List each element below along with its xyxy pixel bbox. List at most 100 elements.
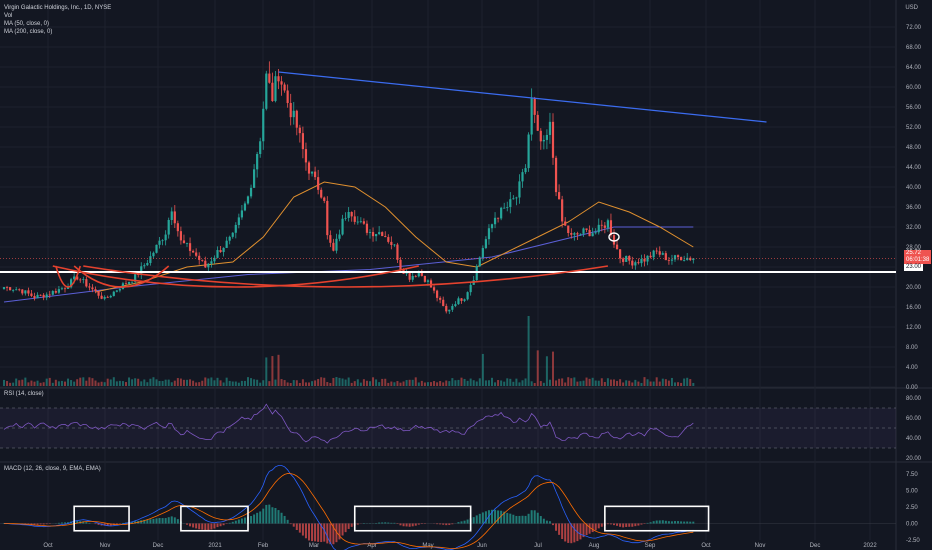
legend-ma200[interactable]: MA (200, close, 0) [4,29,53,35]
symbol-title[interactable]: Virgin Galactic Holdings, Inc., 1D, NYSE [4,5,112,11]
candle-body [332,242,335,251]
rsi-tick-label: 40.00 [906,436,922,442]
macd-histogram-bar [539,516,542,524]
macd-legend[interactable]: MACD (12, 26, close, 9, EMA, EMA) [4,466,101,472]
macd-histogram-bar [494,509,497,524]
price-tick-label: 72.00 [906,25,922,31]
last-price: 25.72 [906,250,922,256]
macd-histogram-bar [484,511,487,524]
macd-histogram-bar [195,523,198,529]
candle-body [51,291,54,295]
macd-histogram-bar [45,523,48,525]
volume-bar [445,380,448,386]
macd-histogram-bar [234,520,237,524]
macd-histogram-bar [561,523,564,540]
macd-histogram-bar [198,523,201,530]
macd-histogram-bar [329,523,332,545]
candle-body [365,223,369,233]
volume-bar [198,382,201,386]
macd-histogram-bar [524,515,527,524]
ma50-line [95,181,694,293]
legend-ma50[interactable]: MA (50, close, 0) [4,21,50,27]
candle-body [115,290,118,292]
candle-body [234,224,237,233]
candle-body [350,211,353,217]
candle-body [405,272,408,274]
volume-bar [320,377,323,386]
macd-histogram-bar [600,523,603,527]
candle-body [42,294,45,298]
candle-body [362,221,365,224]
volume-bar [515,378,518,386]
macd-histogram-bar [204,523,207,531]
macd-histogram-bar [686,521,689,524]
candle-body [170,211,173,220]
time-tick-label: 2021 [208,543,222,549]
candle-body [63,288,67,290]
candle-body [140,266,143,275]
volume-bar [402,381,405,386]
volume-bar [216,377,219,386]
macd-histogram-bar [60,522,63,524]
volume-bar [326,381,329,386]
volume-bar [576,381,579,386]
legend-vol[interactable]: Vol [4,13,13,19]
macd-tick-label: 0.00 [906,522,918,528]
candle-body [591,233,594,237]
macd-histogram-bar [82,521,85,524]
candle-body [15,289,18,291]
candle-body [82,279,85,280]
macd-histogram-bar [521,515,524,524]
macd-histogram-bar [97,523,100,525]
candle-body [683,259,686,261]
candle-body [551,121,555,158]
volume-bar [283,380,286,386]
price-tick-label: 40.00 [906,185,922,191]
volume-bar [426,382,429,386]
volume-bar [317,378,320,386]
volume-bar [661,378,664,386]
volume-bar [469,378,472,386]
volume-bar [369,381,371,386]
volume-bar [121,381,124,386]
candle-body [289,103,292,118]
volume-bar [228,380,231,386]
candle-body [216,250,219,258]
candle-body [561,199,564,222]
volume-bar [457,379,460,386]
candle-body [73,276,76,280]
candle-body [564,221,567,226]
rsi-legend[interactable]: RSI (14, close) [4,391,44,397]
volume-bar [561,378,564,386]
candle-body [664,253,667,261]
macd-histogram-bar [667,521,670,524]
macd-histogram-bar [402,523,405,527]
volume-bar [308,382,310,386]
volume-bar [186,379,188,386]
candle-body [420,272,423,276]
volume-bar [140,381,143,386]
macd-histogram-bar [414,523,417,526]
macd-histogram-bar [637,523,640,526]
time-tick-label: Oct [43,543,53,549]
macd-tick-label: -2.50 [906,538,920,544]
volume-bar [442,382,445,386]
volume-bar [332,377,335,386]
candle-body [262,108,265,142]
candle-body [45,294,48,298]
time-tick-label: Dec [810,543,821,549]
macd-histogram-bar [189,523,192,527]
volume-bar [243,380,246,386]
volume-bar [533,382,536,386]
volume-bar [558,378,561,386]
volume-bar [545,356,548,386]
volume-bar [182,379,185,386]
chart-legend: Virgin Galactic Holdings, Inc., 1D, NYSE… [4,4,111,36]
macd-histogram-bar [259,511,262,524]
macd-histogram-bar [393,522,396,524]
candle-body [527,134,530,169]
candle-body [326,200,329,236]
macd-histogram-bar [680,521,683,524]
volume-bar [179,378,182,386]
